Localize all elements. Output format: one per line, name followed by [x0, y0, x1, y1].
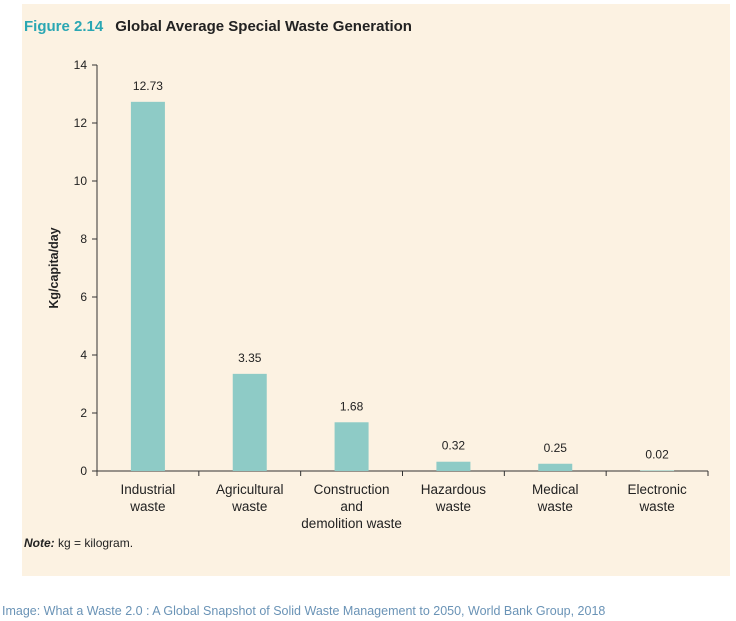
- note-text: kg = kilogram.: [54, 536, 134, 550]
- bar: [232, 373, 267, 471]
- bar-value-label: 0.32: [442, 439, 466, 453]
- y-tick-label: 14: [74, 58, 88, 72]
- y-tick-label: 6: [80, 290, 87, 304]
- y-tick-label: 10: [74, 174, 88, 188]
- category-label: Medical: [532, 482, 579, 497]
- y-tick-label: 0: [80, 464, 87, 478]
- bar-value-label: 12.73: [133, 79, 163, 93]
- bar-value-label: 0.25: [544, 441, 568, 455]
- figure-title-row: Figure 2.14 Global Average Special Waste …: [24, 18, 412, 35]
- bar: [436, 461, 471, 471]
- image-caption: Image: What a Waste 2.0 : A Global Snaps…: [2, 604, 606, 618]
- category-label: and: [340, 499, 363, 514]
- category-label: Hazardous: [421, 482, 487, 497]
- y-tick-label: 8: [80, 232, 87, 246]
- category-label: waste: [638, 499, 674, 514]
- category-label: Construction: [314, 482, 390, 497]
- bar: [640, 470, 675, 472]
- bar-value-label: 3.35: [238, 351, 262, 365]
- figure-number: Figure 2.14: [24, 18, 104, 35]
- category-label: waste: [537, 499, 573, 514]
- figure-title: Global Average Special Waste Generation: [115, 18, 412, 35]
- bar-value-label: 1.68: [340, 399, 364, 413]
- y-tick-label: 12: [74, 116, 88, 130]
- category-label: waste: [129, 499, 165, 514]
- note-prefix: Note:: [24, 536, 55, 550]
- y-tick-label: 2: [80, 406, 87, 420]
- category-label: Agricultural: [216, 482, 284, 497]
- y-tick-label: 4: [80, 348, 87, 362]
- bar: [538, 463, 573, 471]
- bar-value-label: 0.02: [645, 447, 669, 461]
- y-axis-label: Kg/capita/day: [47, 227, 61, 308]
- category-label: waste: [435, 499, 471, 514]
- figure-note: Note: kg = kilogram.: [24, 536, 133, 550]
- bar: [130, 101, 165, 471]
- category-label: waste: [231, 499, 267, 514]
- category-label: demolition waste: [301, 516, 402, 531]
- category-label: Electronic: [627, 482, 687, 497]
- bar: [334, 422, 369, 471]
- category-label: Industrial: [121, 482, 176, 497]
